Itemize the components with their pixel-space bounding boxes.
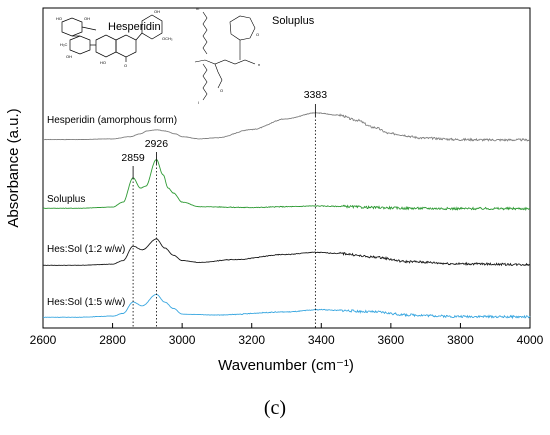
atom-label: HO — [100, 60, 106, 65]
series-label: Soluplus — [47, 194, 85, 205]
series-label: Hes:Sol (1:5 w/w) — [47, 297, 125, 308]
atom-label: OH — [84, 16, 90, 21]
peak-label: 2926 — [145, 138, 169, 150]
x-tick-label: 3800 — [447, 333, 474, 347]
atom-label: OCH₃ — [162, 36, 173, 41]
hesperidin-structure-label: Hesperidin — [108, 21, 161, 33]
x-axis: 2600 2800 3000 3200 3400 3600 3800 4000 — [30, 323, 544, 347]
soluplus-structure-label: Soluplus — [272, 15, 315, 27]
y-axis-title: Absorbance (a.u.) — [5, 108, 22, 227]
peak-label: 2859 — [121, 152, 145, 164]
atom-label: OH — [154, 9, 160, 14]
soluplus-backbone — [194, 59, 256, 65]
hesperidin-sugar-ring-1 — [61, 17, 83, 37]
atom-label: O — [220, 88, 223, 93]
series-label: Hesperidin (amorphous form) — [47, 115, 177, 126]
soluplus-acetate-group — [214, 63, 223, 89]
hesperidin-sugar-ring-2 — [69, 35, 91, 55]
x-tick-label: 3000 — [169, 333, 196, 347]
atom-label: OH — [66, 54, 72, 59]
x-tick-label: 2600 — [30, 333, 57, 347]
panel-label: (c) — [264, 397, 286, 419]
series-line — [43, 293, 531, 320]
x-tick-label: 2800 — [99, 333, 126, 347]
x-axis-title: Wavenumber (cm⁻¹) — [218, 357, 354, 374]
hesperidin-a-ring — [95, 34, 117, 58]
atom-label: HO — [56, 16, 62, 21]
soluplus-caprolactam-ring — [229, 15, 256, 41]
soluplus-lower-chain — [202, 63, 208, 101]
atom-label: O — [124, 63, 127, 68]
soluplus-atom-labels: O O n m l — [196, 6, 260, 105]
hesperidin-atom-labels: HO OH H₃C OH HO OH OCH₃ O — [56, 9, 173, 68]
soluplus-upper-chain — [202, 11, 208, 55]
series-line — [42, 159, 531, 211]
atom-label: l — [198, 100, 199, 105]
plot-frame — [42, 7, 531, 329]
x-tick-label: 3400 — [308, 333, 335, 347]
series-layer: Hesperidin (amorphous form) Soluplus Hes:S… — [42, 112, 531, 320]
atom-label: n — [258, 62, 260, 67]
series-line — [42, 238, 531, 267]
x-tick-label: 3600 — [378, 333, 405, 347]
hesperidin-b-ring — [141, 14, 163, 40]
hesperidin-structure — [61, 14, 163, 62]
atom-label: H₃C — [60, 42, 68, 47]
x-tick-label: 3200 — [238, 333, 265, 347]
atom-label: m — [196, 6, 200, 11]
soluplus-structure — [194, 11, 256, 101]
series-line — [43, 112, 531, 142]
x-tick-label: 4000 — [517, 333, 544, 347]
series-label: Hes:Sol (1:2 w/w) — [47, 244, 125, 255]
hesperidin-c-ring — [115, 34, 137, 58]
peak-label: 3383 — [304, 89, 328, 101]
atom-label: O — [256, 32, 259, 37]
